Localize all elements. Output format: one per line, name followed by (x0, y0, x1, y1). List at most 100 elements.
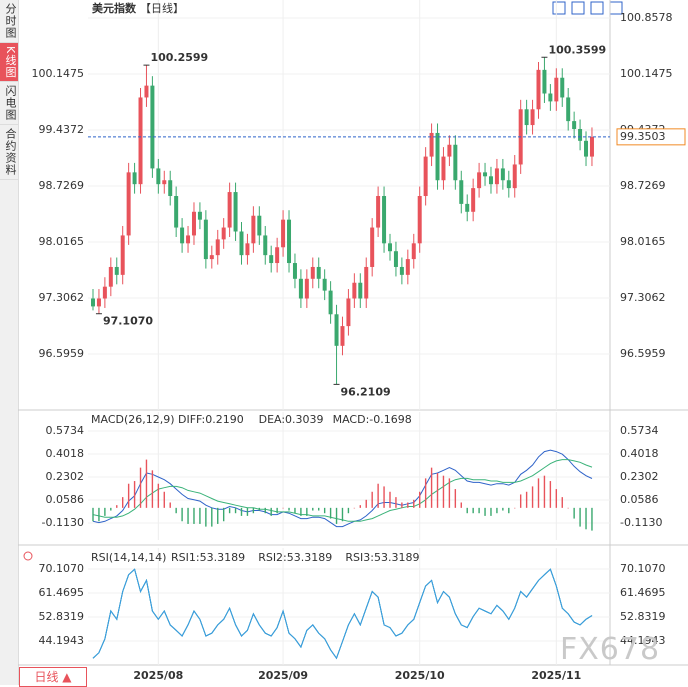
macd-bar (211, 507, 213, 527)
candle-body (376, 196, 381, 228)
candle-body (292, 263, 297, 279)
candle-body (209, 255, 214, 260)
candle-body (352, 282, 357, 299)
tab[interactable]: 合约资料 (0, 125, 18, 181)
tool-button[interactable] (571, 1, 585, 15)
candle-body (239, 231, 244, 256)
candle-body (346, 298, 351, 327)
candle-body (150, 85, 155, 169)
macd-bar (454, 489, 457, 508)
chart: 2025/08 2025/09 2025/10 2025/11 100.8578 100.… (18, 0, 688, 682)
candle-body (191, 211, 196, 236)
y-tick-label: 52.8319 (39, 610, 85, 623)
macd-bar (323, 507, 326, 514)
macd-bar (496, 507, 498, 514)
sidebar: 分时图 K线图 闪电图 合约资料 (0, 0, 19, 685)
legend-entry: RSI2:53.3189 (258, 551, 332, 564)
candle-body (144, 85, 149, 98)
candle-body (453, 144, 458, 181)
x-tick-label: 2025/11 (531, 669, 581, 682)
candle-body (388, 243, 392, 252)
tool-button[interactable] (552, 1, 566, 15)
y-tick-label: 96.5959 (39, 347, 85, 360)
tab[interactable]: 分时图 (0, 0, 18, 43)
macd-bar (312, 507, 314, 511)
candle-body (459, 180, 464, 204)
macd-bar (371, 491, 373, 508)
macd-bar (407, 502, 409, 508)
candle-body (251, 215, 256, 244)
macd-bar (199, 507, 201, 524)
macd-bar (478, 507, 480, 514)
macd-bar (300, 507, 302, 516)
macd-bar (508, 507, 510, 514)
candle-body (441, 156, 446, 181)
tab[interactable]: K线图 (0, 43, 18, 83)
y-tick-label: 0.5734 (46, 424, 85, 437)
candle-body (263, 235, 268, 256)
macd-bar (318, 507, 320, 511)
candle-body (560, 77, 565, 98)
period-button[interactable]: 日线 ▲ (19, 667, 87, 687)
macd-bar (472, 507, 474, 514)
candle-body (423, 156, 428, 197)
macd-bar (329, 507, 332, 519)
macd-bar (282, 507, 284, 509)
macd-bar (246, 507, 249, 516)
candle-body (281, 219, 286, 248)
y-tick-label: 98.0165 (620, 235, 666, 248)
y-tick-label: 0.0586 (620, 493, 659, 506)
candle-body (114, 266, 119, 275)
annotation: 100.2599 (150, 51, 208, 64)
macd-bar (151, 470, 154, 508)
candle-body (548, 93, 553, 102)
candle-body (96, 298, 101, 307)
candle-body (180, 227, 185, 244)
macd-bar (234, 507, 237, 514)
candle-body (310, 266, 315, 279)
candle-body (399, 266, 404, 275)
candle-body (512, 164, 517, 189)
macd-bar (252, 507, 255, 514)
tab[interactable]: 闪电图 (0, 82, 18, 126)
macd-bar (270, 507, 272, 516)
macd-bar (484, 507, 486, 516)
candle-body (488, 176, 493, 185)
y-tick-label: 61.4695 (620, 586, 666, 599)
candle-body (382, 196, 387, 244)
rsi-icon (23, 551, 33, 561)
macd-bar (294, 507, 296, 514)
candle-body (500, 168, 505, 181)
x-tick-label: 2025/09 (258, 669, 308, 682)
macd-bar (377, 483, 379, 508)
candle-body (269, 255, 274, 264)
macd-bar (181, 507, 183, 522)
candle-body (126, 172, 131, 236)
y-tick-label: -0.1130 (42, 516, 84, 529)
macd-bar (531, 486, 534, 508)
macd-bar (490, 507, 492, 516)
annotation: 96.2109 (341, 385, 391, 398)
macd-bar (424, 478, 427, 508)
candle-body (162, 180, 167, 185)
x-tick-label: 2025/08 (133, 669, 183, 682)
y-tick-label: 97.3062 (620, 291, 666, 304)
macd-bar (567, 507, 569, 509)
candle-body (411, 243, 416, 260)
candle-body (120, 235, 125, 275)
candle-body (138, 97, 143, 185)
macd-bar (276, 507, 278, 514)
y-tick-label: -0.1130 (620, 516, 662, 529)
y-tick-label: 61.4695 (39, 586, 85, 599)
macd-bar (169, 502, 171, 508)
y-tick-label: 0.4018 (46, 447, 85, 460)
candle-body (566, 97, 571, 122)
candle-body (364, 266, 369, 299)
candle-body (227, 192, 232, 228)
candle-body (494, 168, 499, 185)
macd-bar (175, 507, 177, 514)
macd-bar (139, 467, 142, 508)
annotation: 97.1070 (103, 315, 153, 328)
tool-button[interactable] (590, 1, 604, 15)
candle-body (524, 109, 529, 126)
